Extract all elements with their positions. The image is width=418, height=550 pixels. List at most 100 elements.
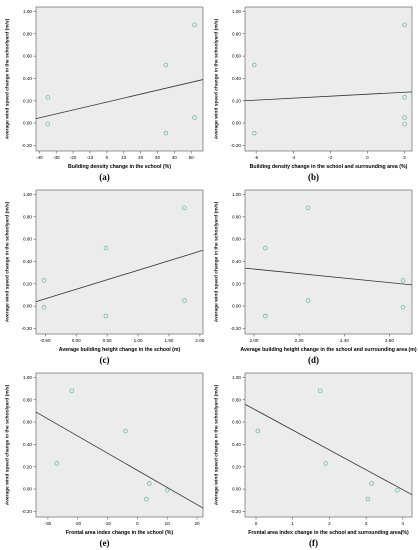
plot-area xyxy=(35,189,204,335)
y-tick-label: 0.60 xyxy=(232,420,241,425)
y-tick-label: 0.80 xyxy=(232,397,241,402)
data-point xyxy=(263,313,268,319)
x-tick-label: 0 xyxy=(136,521,139,526)
scatter-chart-d: -0.20 0.00 0.20 0.40 0.60 0.80 1.00 2.00 2.20 2.4… xyxy=(214,189,417,353)
y-axis-label: Average wind speed change in the schooly… xyxy=(5,18,11,139)
y-axis-label: Average wind speed change in the schooly… xyxy=(214,18,220,139)
data-point xyxy=(192,115,197,120)
y-tick-label: 0.40 xyxy=(232,259,241,264)
x-axis-label: Average building height change in the sc… xyxy=(59,347,181,353)
data-point xyxy=(305,298,311,303)
x-tick-label: 2.60 xyxy=(385,338,394,343)
data-point xyxy=(369,481,374,486)
y-tick-label: -0.20 xyxy=(22,326,33,331)
x-tick-label: -6 xyxy=(254,155,259,160)
data-point xyxy=(323,461,328,466)
x-tick-label: 1 xyxy=(291,521,294,526)
x-tick-label: 2 xyxy=(403,155,406,160)
data-point xyxy=(123,428,128,434)
data-point xyxy=(103,245,109,251)
x-axis-label: Building density change in the school an… xyxy=(250,164,408,170)
data-point xyxy=(103,313,109,319)
x-tick-label: -40 xyxy=(36,155,43,160)
data-point xyxy=(163,62,169,68)
fit-line xyxy=(244,267,413,286)
y-tick-label: 0.80 xyxy=(232,214,241,219)
y-tick-label: 0.00 xyxy=(23,121,32,126)
x-tick-label: -30 xyxy=(53,155,60,160)
data-point xyxy=(402,121,407,127)
fit-line xyxy=(244,403,413,496)
x-tick-label: -10 xyxy=(104,521,111,526)
data-point xyxy=(305,205,311,211)
y-tick-label: 0.60 xyxy=(232,237,241,242)
plot-area xyxy=(244,372,413,518)
y-tick-label: -0.20 xyxy=(231,143,242,148)
data-point xyxy=(252,130,257,136)
y-tick-label: 0.40 xyxy=(232,442,241,447)
y-tick-label: 0.60 xyxy=(23,237,32,242)
panel-label-b: (b) xyxy=(308,172,319,182)
plot-area xyxy=(35,6,204,152)
x-tick-label: -0.50 xyxy=(40,338,51,343)
scatter-chart-a: -0.20 0.00 0.20 0.40 0.60 0.80 1.00 -40 -30 -20 -1… xyxy=(5,6,204,170)
plot-area xyxy=(244,189,413,335)
plot-area xyxy=(35,372,204,518)
panel-label-e: (e) xyxy=(99,538,110,548)
y-tick-label: 0.20 xyxy=(23,98,32,103)
data-point xyxy=(69,388,75,394)
y-tick-label: 1.00 xyxy=(23,9,32,14)
x-tick-label: 30 xyxy=(155,155,161,160)
y-tick-label: -0.20 xyxy=(22,143,33,148)
x-tick-label: 0 xyxy=(106,155,109,160)
y-tick-label: 1.00 xyxy=(232,192,241,197)
data-point xyxy=(182,205,187,211)
y-tick-label: 0.20 xyxy=(23,281,32,286)
data-point xyxy=(45,121,51,127)
data-point xyxy=(317,388,323,394)
x-tick-label: 1.00 xyxy=(134,338,143,343)
y-tick-label: 0.40 xyxy=(23,442,32,447)
scatter-chart-c: -0.20 0.00 0.20 0.40 0.60 0.80 1.00 -0.50 0.00 0.… xyxy=(5,189,205,353)
y-axis-label: Average wind speed change in the schooly… xyxy=(5,201,11,322)
y-tick-label: 1.00 xyxy=(23,375,32,380)
fit-line xyxy=(244,91,413,102)
data-point xyxy=(255,428,261,434)
y-tick-label: 0.20 xyxy=(23,464,32,469)
x-tick-label: 2.20 xyxy=(295,338,304,343)
panel-label-d: (d) xyxy=(308,355,319,365)
panel-a: -0.20 0.00 0.20 0.40 0.60 0.80 1.00 -40 -30 -20 -1… xyxy=(0,0,209,183)
y-tick-label: 0.20 xyxy=(232,98,241,103)
y-axis-label: Average wind speed change in the schooly… xyxy=(214,201,220,322)
x-tick-label: 3 xyxy=(365,521,368,526)
data-point xyxy=(41,278,47,283)
x-tick-label: 10 xyxy=(121,155,127,160)
x-tick-label: -30 xyxy=(45,521,52,526)
x-tick-label: -10 xyxy=(87,155,94,160)
data-point xyxy=(45,95,51,100)
y-tick-label: 1.00 xyxy=(23,192,32,197)
x-tick-label: 2.00 xyxy=(250,338,259,343)
x-tick-label: 40 xyxy=(172,155,178,160)
x-tick-label: 20 xyxy=(138,155,144,160)
y-tick-label: 0.00 xyxy=(232,487,241,492)
y-tick-label: 0.60 xyxy=(232,54,241,59)
data-point xyxy=(365,496,371,502)
x-tick-label: -2 xyxy=(328,155,333,160)
x-tick-label: 10 xyxy=(165,521,171,526)
x-tick-label: 0 xyxy=(366,155,369,160)
panel-label-a: (a) xyxy=(99,172,110,182)
x-tick-label: 50 xyxy=(189,155,195,160)
panel-b: -0.20 0.00 0.20 0.40 0.60 0.80 1.00 -6 -4 -2 0 2 Bui… xyxy=(209,0,418,183)
data-point xyxy=(402,115,407,120)
y-tick-label: 0.00 xyxy=(23,487,32,492)
fit-line xyxy=(35,79,204,120)
panel-f: -0.20 0.00 0.20 0.40 0.60 0.80 1.00 0 1 2 3 4 Fronta… xyxy=(209,366,418,549)
scatter-chart-f: -0.20 0.00 0.20 0.40 0.60 0.80 1.00 0 1 2 3 4 Fronta… xyxy=(214,372,413,536)
y-tick-label: 0.80 xyxy=(23,214,32,219)
x-tick-label: -4 xyxy=(291,155,296,160)
data-point xyxy=(395,487,400,493)
fit-line xyxy=(35,411,204,509)
x-tick-label: 0 xyxy=(255,521,258,526)
